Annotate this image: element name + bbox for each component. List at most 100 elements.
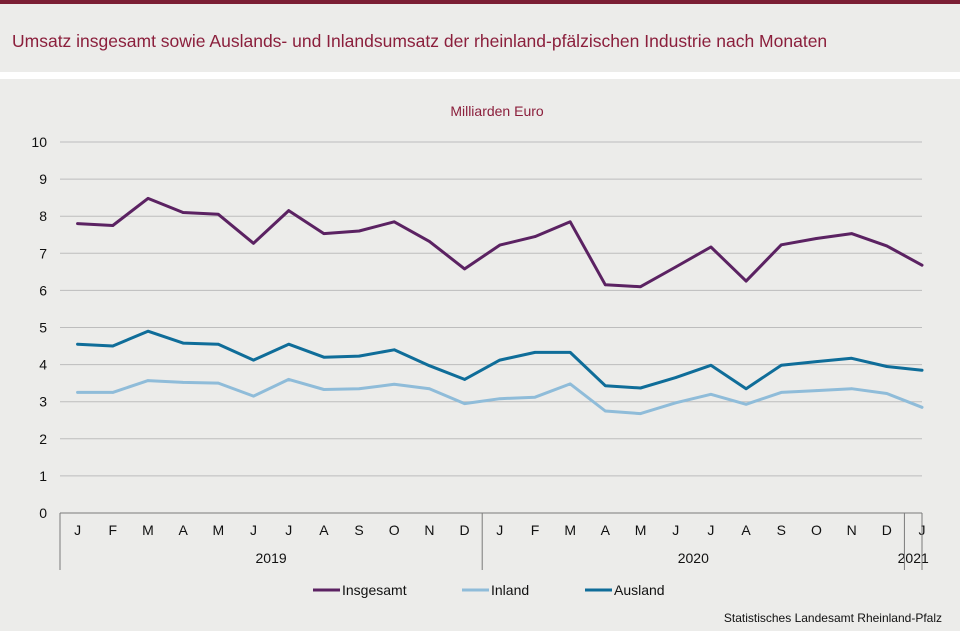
data-point-inland (252, 394, 255, 398)
data-point-ausland (885, 365, 889, 368)
data-point-insgesamt (181, 211, 185, 214)
data-point-inland (744, 402, 748, 406)
series-line-insgesamt (76, 196, 924, 289)
x-tick-label: M (212, 522, 224, 538)
data-point-inland (322, 388, 326, 391)
x-tick-label: M (564, 522, 576, 538)
data-point-insgesamt (815, 237, 818, 240)
data-point-inland (850, 387, 853, 391)
data-point-inland (920, 405, 924, 409)
data-point-ausland (252, 358, 255, 362)
data-point-insgesamt (146, 197, 150, 200)
data-point-ausland (322, 355, 326, 359)
data-point-insgesamt (357, 229, 361, 233)
x-tick-label: F (108, 522, 117, 538)
data-point-insgesamt (568, 220, 572, 224)
x-tick-label: J (707, 522, 714, 538)
data-point-ausland (920, 368, 924, 372)
y-tick-label: 8 (39, 208, 47, 224)
data-point-ausland (76, 342, 79, 346)
legend-label: Inland (491, 582, 529, 598)
data-point-insgesamt (779, 243, 783, 247)
data-point-inland (885, 392, 889, 395)
x-tick-label: D (882, 522, 892, 538)
data-point-ausland (111, 344, 115, 348)
data-point-ausland (850, 356, 853, 360)
x-tick-label: J (285, 522, 292, 538)
header-separator (0, 72, 960, 79)
chart-title: Umsatz insgesamt sowie Auslands- und Inl… (12, 31, 828, 51)
data-point-insgesamt (463, 267, 466, 271)
data-point-inland (217, 381, 220, 385)
y-tick-label: 1 (39, 468, 47, 484)
x-tick-label: D (460, 522, 470, 538)
data-point-ausland (533, 351, 537, 354)
data-point-ausland (674, 376, 678, 379)
x-tick-label: N (424, 522, 434, 538)
data-point-insgesamt (639, 285, 642, 288)
data-point-inland (498, 397, 502, 401)
x-tick-label: A (178, 522, 188, 538)
data-point-ausland (639, 386, 642, 390)
data-point-ausland (217, 342, 220, 346)
header: Umsatz insgesamt sowie Auslands- und Inl… (0, 4, 960, 72)
x-tick-label: A (601, 522, 611, 538)
data-point-inland (568, 382, 572, 386)
data-point-ausland (463, 378, 466, 381)
data-point-ausland (357, 354, 361, 358)
data-point-insgesamt (920, 263, 924, 267)
data-point-inland (181, 381, 185, 384)
data-point-ausland (498, 358, 502, 362)
year-label: 2021 (898, 550, 929, 566)
data-point-insgesamt (111, 224, 115, 227)
data-point-insgesamt (709, 245, 713, 249)
data-point-inland (287, 378, 290, 381)
unit-label: Milliarden Euro (450, 103, 544, 119)
data-point-insgesamt (392, 220, 396, 224)
data-point-inland (674, 401, 678, 405)
data-point-insgesamt (674, 265, 678, 269)
data-point-ausland (744, 387, 748, 391)
data-point-insgesamt (498, 243, 502, 247)
source-note: Statistisches Landesamt Rheinland-Pfalz (723, 611, 942, 625)
x-tick-label: M (142, 522, 154, 538)
x-tick-label: S (354, 522, 363, 538)
data-point-insgesamt (604, 283, 607, 287)
data-point-insgesamt (217, 213, 220, 216)
data-point-inland (639, 412, 642, 415)
data-point-ausland (146, 329, 150, 333)
y-tick-label: 3 (39, 394, 47, 410)
data-point-insgesamt (322, 232, 326, 235)
data-point-ausland (181, 341, 185, 345)
data-point-inland (357, 387, 361, 391)
data-point-ausland (392, 348, 396, 352)
data-point-ausland (568, 351, 572, 354)
data-point-inland (392, 382, 396, 386)
data-point-ausland (604, 384, 607, 388)
data-point-inland (815, 389, 818, 392)
data-point-inland (146, 379, 150, 382)
x-tick-label: A (741, 522, 751, 538)
y-tick-label: 6 (39, 282, 47, 298)
data-point-inland (604, 409, 607, 413)
x-tick-label: J (672, 522, 679, 538)
data-point-insgesamt (287, 209, 290, 212)
data-point-inland (779, 391, 783, 394)
data-point-ausland (815, 360, 818, 363)
data-point-insgesamt (744, 279, 748, 283)
top-accent-bar (0, 0, 960, 4)
data-point-inland (709, 392, 713, 396)
x-tick-label: J (74, 522, 81, 538)
y-tick-label: 7 (39, 245, 47, 261)
data-point-inland (533, 395, 537, 399)
y-tick-label: 0 (39, 505, 47, 521)
year-label: 2019 (256, 550, 287, 566)
data-point-insgesamt (76, 222, 79, 225)
x-tick-label: O (811, 522, 822, 538)
x-tick-label: F (531, 522, 540, 538)
x-tick-label: J (496, 522, 503, 538)
data-point-insgesamt (533, 235, 537, 238)
data-point-inland (463, 402, 466, 405)
